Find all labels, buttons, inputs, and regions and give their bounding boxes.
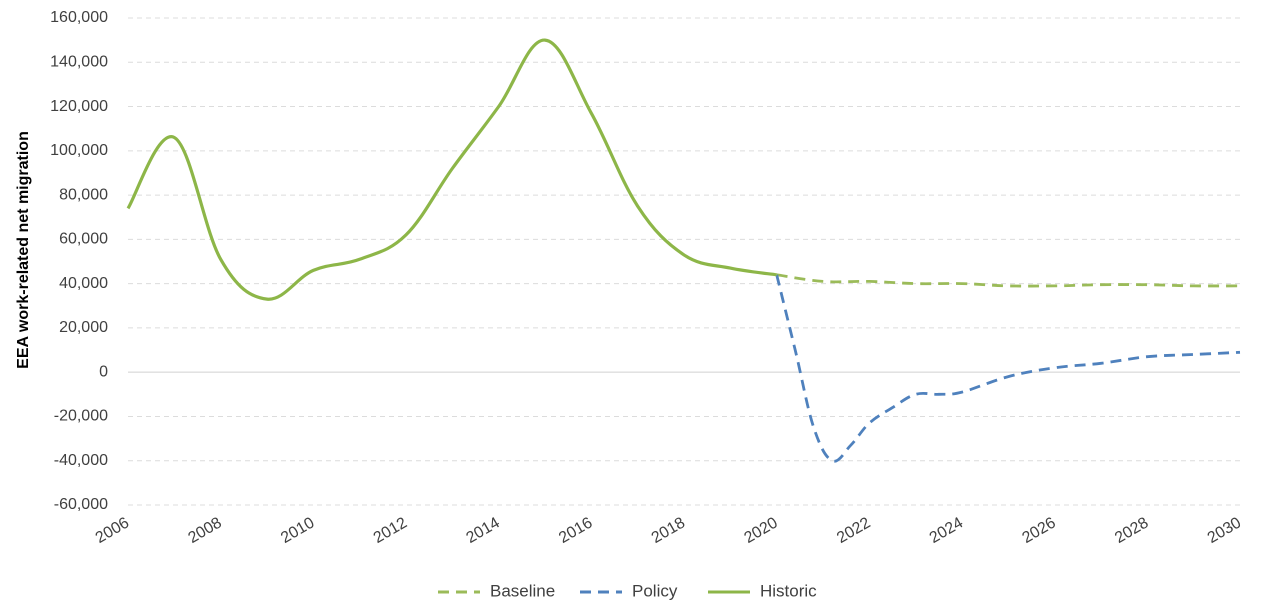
x-tick-label: 2008	[185, 514, 224, 547]
series-lines	[126, 38, 1241, 463]
y-tick-label: 140,000	[50, 53, 108, 70]
y-tick-label: 160,000	[50, 9, 108, 26]
series-line-baseline	[776, 273, 1241, 288]
x-tick-label: 2016	[556, 514, 595, 547]
y-tick-label: 40,000	[59, 275, 108, 292]
y-tick-label: 60,000	[59, 231, 108, 248]
x-tick-label: 2028	[1112, 514, 1151, 547]
legend: Baseline Policy Historic	[438, 581, 817, 600]
y-tick-label: 120,000	[50, 98, 108, 115]
grid-lines	[128, 17, 1240, 506]
x-tick-label: 2030	[1205, 514, 1244, 547]
y-tick-label: 80,000	[59, 186, 108, 203]
x-tick-label: 2020	[741, 514, 780, 547]
x-axis-ticks: 2006 2008 2010 2012 2014 2016 2018 2020 2022 2024…	[93, 514, 1244, 547]
y-tick-label: -20,000	[54, 408, 108, 425]
y-tick-label: -60,000	[54, 496, 108, 513]
x-tick-label: 2018	[649, 514, 688, 547]
legend-item-baseline: Baseline	[438, 581, 555, 600]
y-tick-label: 0	[99, 363, 108, 380]
x-tick-label: 2014	[463, 514, 502, 547]
legend-item-policy: Policy	[580, 581, 678, 600]
x-tick-label: 2006	[93, 514, 132, 547]
series-line-historic	[126, 38, 777, 301]
y-tick-label: 20,000	[59, 319, 108, 336]
y-axis-label: EEA work-related net migration	[15, 131, 32, 369]
x-tick-label: 2012	[371, 514, 410, 547]
x-tick-label: 2010	[278, 514, 317, 547]
x-tick-label: 2022	[834, 514, 873, 547]
legend-label: Historic	[760, 581, 817, 600]
y-axis-ticks: -60,000 -40,000 -20,000 0 20,000 40,000 60,000…	[50, 9, 108, 513]
y-tick-label: 100,000	[50, 142, 108, 159]
y-tick-label: -40,000	[54, 452, 108, 469]
x-tick-label: 2026	[1019, 514, 1058, 547]
legend-label: Policy	[632, 581, 678, 600]
legend-item-historic: Historic	[708, 581, 817, 600]
legend-label: Baseline	[490, 581, 555, 600]
x-tick-label: 2024	[927, 514, 966, 547]
series-line-policy	[775, 274, 1241, 463]
